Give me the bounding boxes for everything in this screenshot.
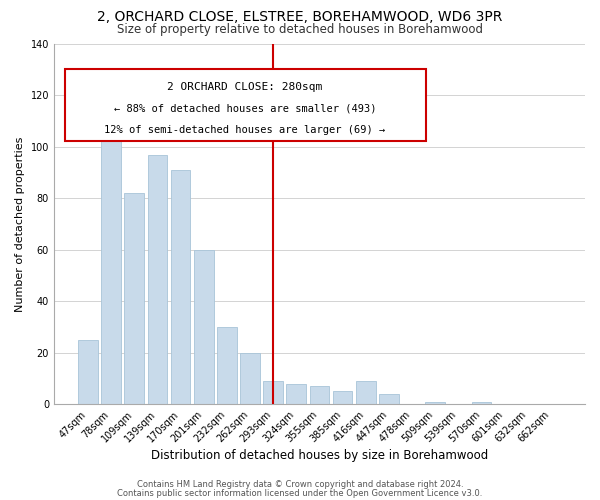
Text: ← 88% of detached houses are smaller (493): ← 88% of detached houses are smaller (49… [114, 104, 376, 114]
X-axis label: Distribution of detached houses by size in Borehamwood: Distribution of detached houses by size … [151, 450, 488, 462]
Y-axis label: Number of detached properties: Number of detached properties [15, 136, 25, 312]
Text: Size of property relative to detached houses in Borehamwood: Size of property relative to detached ho… [117, 22, 483, 36]
Bar [194, 250, 214, 404]
Text: Contains public sector information licensed under the Open Government Licence v3: Contains public sector information licen… [118, 488, 482, 498]
Bar [170, 170, 190, 404]
Text: 2 ORCHARD CLOSE: 280sqm: 2 ORCHARD CLOSE: 280sqm [167, 82, 323, 92]
Bar [78, 340, 98, 404]
Text: 2, ORCHARD CLOSE, ELSTREE, BOREHAMWOOD, WD6 3PR: 2, ORCHARD CLOSE, ELSTREE, BOREHAMWOOD, … [97, 10, 503, 24]
Bar [310, 386, 329, 404]
Bar [124, 193, 144, 404]
Bar [333, 392, 352, 404]
Text: 12% of semi-detached houses are larger (69) →: 12% of semi-detached houses are larger (… [104, 126, 386, 136]
Bar [240, 352, 260, 404]
Bar [148, 154, 167, 404]
FancyBboxPatch shape [65, 69, 425, 141]
Bar [286, 384, 306, 404]
Bar [379, 394, 399, 404]
Bar [217, 327, 236, 404]
Bar [356, 381, 376, 404]
Bar [263, 381, 283, 404]
Bar [472, 402, 491, 404]
Bar [101, 136, 121, 404]
Text: Contains HM Land Registry data © Crown copyright and database right 2024.: Contains HM Land Registry data © Crown c… [137, 480, 463, 489]
Bar [425, 402, 445, 404]
